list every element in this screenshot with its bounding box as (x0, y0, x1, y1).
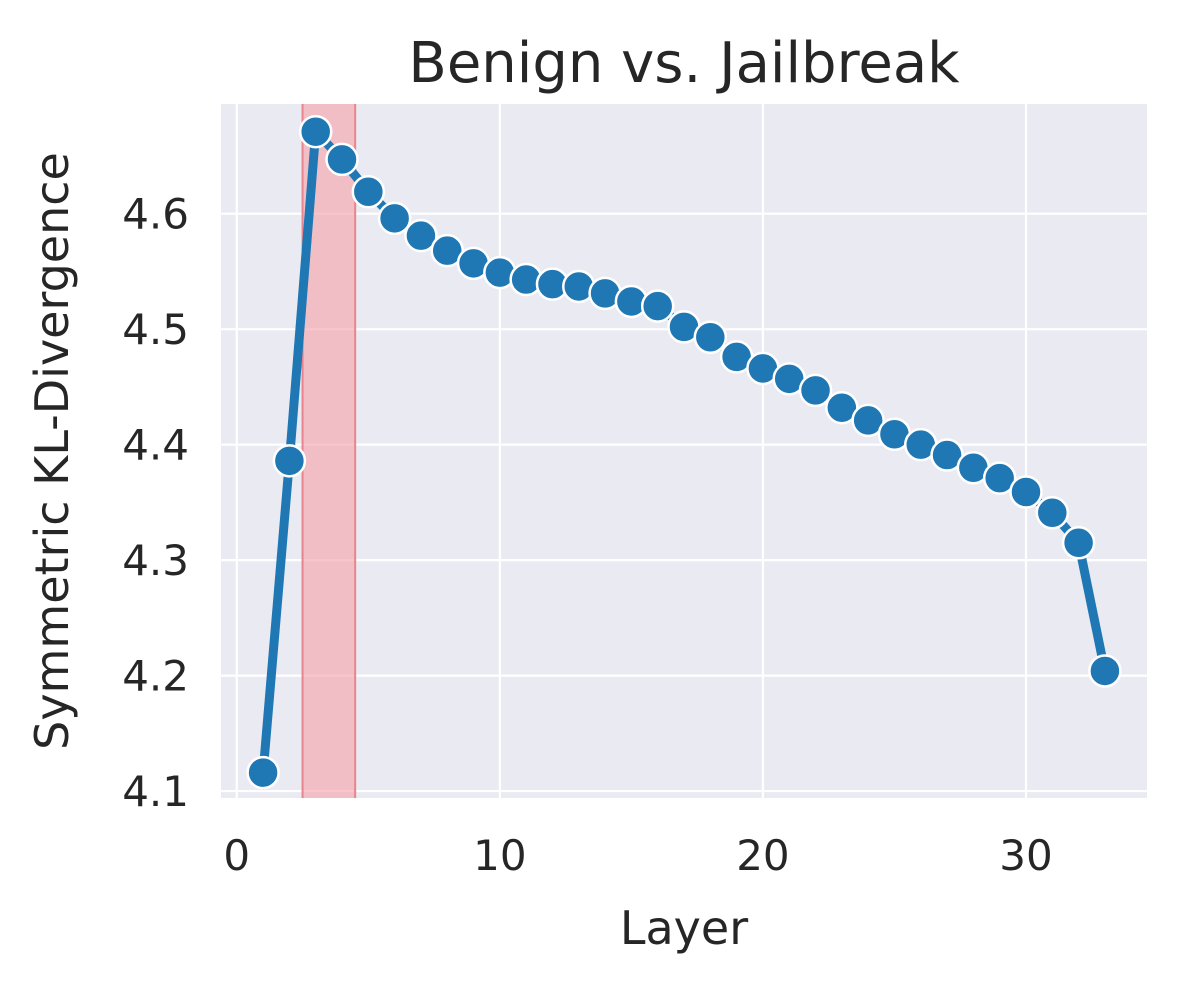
data-point (325, 142, 359, 177)
data-point (404, 218, 438, 253)
x-tick-label: 10 (473, 831, 526, 880)
data-point (693, 320, 728, 355)
data-point (298, 114, 333, 149)
plot-background (221, 104, 1147, 798)
data-point (246, 755, 280, 790)
x-tick-label: 20 (736, 831, 789, 880)
data-point (1088, 654, 1122, 688)
data-point (377, 201, 412, 236)
data-point (351, 175, 386, 209)
data-point (1035, 496, 1070, 530)
data-point (798, 373, 833, 408)
x-ticks: 0 10 20 30 (223, 831, 1052, 880)
data-point (640, 289, 675, 323)
y-tick-label: 4.3 (122, 536, 189, 585)
y-ticks: 4.1 4.2 4.3 4.4 4.5 4.6 (122, 190, 189, 816)
y-tick-label: 4.1 (122, 767, 189, 816)
y-axis-label: Symmetric KL-Divergence (25, 152, 79, 750)
x-axis-label: Layer (620, 901, 748, 955)
data-point (1009, 475, 1043, 509)
y-tick-label: 4.2 (122, 652, 189, 701)
chart-title: Benign vs. Jailbreak (408, 31, 960, 96)
data-point (851, 403, 885, 438)
data-point (1061, 526, 1096, 560)
y-tick-label: 4.4 (122, 421, 189, 470)
y-tick-label: 4.6 (122, 190, 189, 239)
markers-group (246, 114, 1122, 790)
data-point (982, 461, 1017, 495)
y-tick-label: 4.5 (122, 305, 189, 354)
data-point (272, 444, 307, 478)
x-tick-label: 30 (999, 831, 1052, 880)
x-tick-label: 0 (223, 831, 250, 880)
